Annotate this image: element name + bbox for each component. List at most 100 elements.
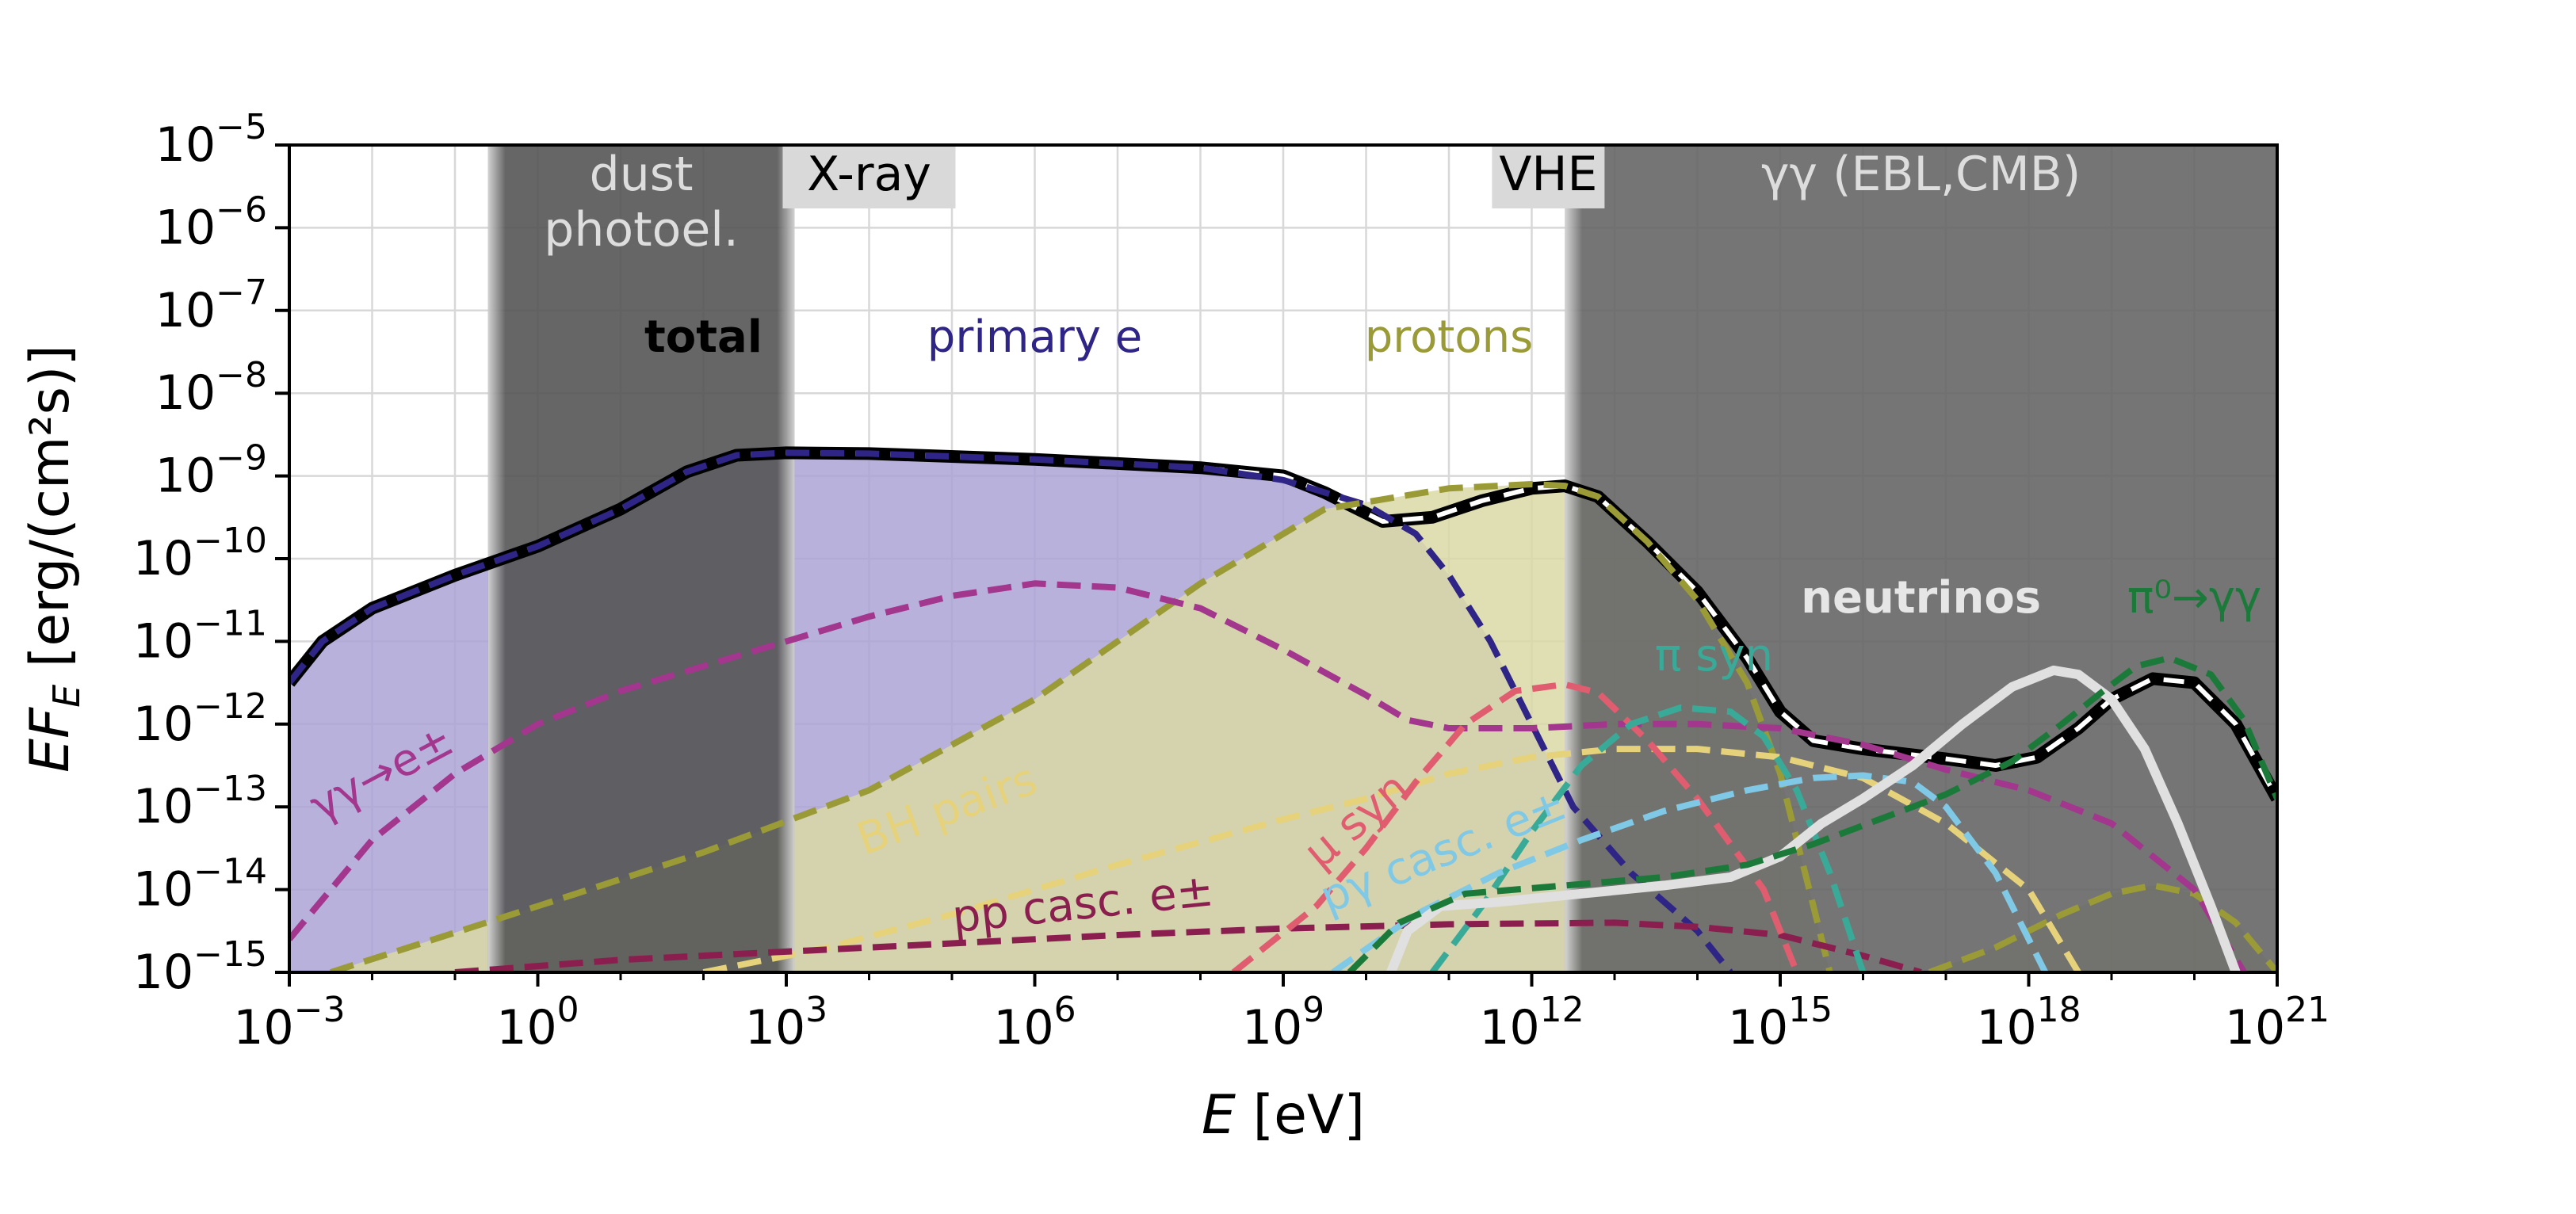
tick-exponent: 18 [2037,990,2081,1030]
tick-base: 10 [133,531,193,586]
y-tick-label: 10−10 [133,521,267,586]
band-edge [777,145,795,972]
tick-exponent: 15 [1788,990,1833,1030]
y-tick-label: 10−11 [133,603,267,669]
tick-base: 10 [2225,1000,2285,1056]
x-tick-label: 100 [496,990,579,1056]
tick-exponent: −14 [193,852,267,892]
y-tick-label: 10−5 [155,107,267,173]
x-tick-label: 103 [745,990,827,1056]
tick-base: 10 [155,200,216,255]
y-tick-label: 10−8 [155,355,267,421]
series-line-neutrinos [1386,665,2241,972]
y-tick-label: 10−7 [155,273,267,338]
tick-base: 10 [133,613,193,669]
tick-exponent: 12 [1540,990,1584,1030]
x-tick-label: 10−3 [233,990,345,1056]
tick-base: 10 [745,1000,805,1056]
y-tick-label: 10−13 [133,769,267,834]
x-tick-label: 109 [1242,990,1324,1056]
series-annotation: neutrinos [1801,572,2041,624]
tick-base: 10 [1242,1000,1302,1056]
series-line--syn [1231,681,1800,972]
y-tick-label: 10−12 [133,686,267,752]
tick-exponent: −15 [193,934,267,975]
tick-exponent: 6 [1054,990,1076,1030]
tick-base: 10 [155,365,216,421]
y-tick-label: 10−15 [133,934,267,1000]
series-line--e- [289,580,2247,972]
series-line-p-casc-e- [1331,772,2048,972]
tick-exponent: −8 [216,355,267,395]
band-label-line: photoel. [544,202,739,258]
series-annotation: primary e [927,311,1142,363]
tick-exponent: −10 [193,521,267,561]
axes-layer: 10−3 100 103 106 109 1012 1015 1018 102110−510−6… [19,107,2329,1147]
tick-exponent: −7 [216,273,267,313]
tick-base: 10 [993,1000,1053,1056]
tick-base: 10 [155,117,216,173]
x-tick-label: 1021 [2225,990,2329,1056]
tick-base: 10 [155,283,216,338]
series-fill-protons [331,484,1830,972]
series-line-protons-high [1928,882,2277,972]
x-axis-label-unit: [eV] [1236,1084,1365,1147]
x-tick-label: 1018 [1976,990,2081,1056]
series-line--syn [1429,704,1867,972]
series-line-BH-pairs [702,746,2081,972]
series-layer [289,446,2277,972]
y-axis-label-sub: E [45,685,88,708]
tick-exponent: −13 [193,769,267,809]
band-tag-box [782,145,956,208]
band-label: γγ (EBL,CMB) [1761,147,2081,202]
band-label-line: dust [590,147,694,202]
band-tag-label: X-ray [807,147,931,202]
tick-base: 10 [133,862,193,918]
tick-exponent: −9 [216,438,267,479]
series-line-- [1347,655,2277,972]
y-tick-label: 10−6 [155,189,267,255]
tick-base: 10 [133,697,193,752]
y-tick-label: 10−9 [155,438,267,504]
tick-base: 10 [133,945,193,1000]
tick-exponent: 9 [1302,990,1324,1030]
x-tick-label: 106 [993,990,1076,1056]
band-layer [487,145,2277,972]
tick-base: 10 [1479,1000,1539,1056]
series-line-protons [330,481,1833,972]
band-tag-label: VHE [1499,147,1597,202]
tick-exponent: −11 [193,603,267,643]
tick-base: 10 [496,1000,556,1056]
y-axis-label: EFE [erg/(cm²s)] [19,345,88,773]
tick-exponent: 3 [805,990,827,1030]
series-annotation: total [644,311,762,363]
shaded-band [487,145,795,972]
series-line-pp-casc-e- [454,919,1922,972]
y-axis-label-var: EF [19,707,82,773]
tick-exponent: 21 [2285,990,2329,1030]
tick-base: 10 [155,449,216,504]
tick-exponent: −6 [216,189,267,230]
band-label-line: γγ (EBL,CMB) [1761,147,2081,202]
x-axis-label: E [eV] [1202,1084,1365,1147]
band-tag-box [1492,145,1605,208]
band-label: dust photoel. [544,147,739,258]
tick-base: 10 [233,1000,293,1056]
x-tick-label: 1012 [1479,990,1584,1056]
tick-exponent: −12 [193,686,267,727]
tick-base: 10 [1728,1000,1788,1056]
series-line-primary-e [289,449,1733,972]
tick-base: 10 [1976,1000,2036,1056]
tick-exponent: 0 [557,990,579,1030]
tick-exponent: −5 [216,107,267,147]
y-axis-label-unit: [erg/(cm²s)] [19,345,82,685]
tick-base: 10 [133,779,193,834]
x-axis-label-var: E [1202,1084,1236,1147]
series-annotation: protons [1365,311,1534,363]
x-tick-label: 1015 [1728,990,1833,1056]
series-annotation: π syn [1655,630,1773,681]
shaded-band [1565,145,2277,972]
y-tick-label: 10−14 [133,852,267,918]
